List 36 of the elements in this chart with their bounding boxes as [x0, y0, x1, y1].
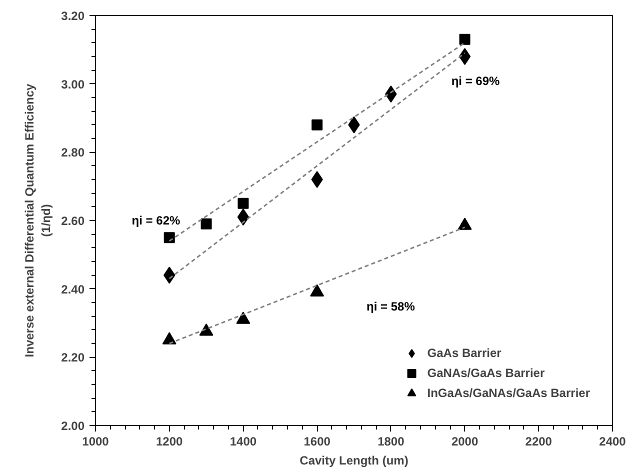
x-tick-label: 2400 — [599, 434, 626, 448]
y-tick-label: 3.20 — [61, 9, 85, 23]
x-tick-label: 1400 — [230, 434, 257, 448]
y-axis-title: Inverse external Differential Quantum Efficiency (1/ηd) — [22, 83, 54, 358]
x-axis-title: Cavity Length (um) — [300, 454, 408, 468]
point — [200, 218, 212, 230]
point — [458, 48, 471, 65]
x-tick-label: 2000 — [451, 434, 478, 448]
y-tick-label: 2.60 — [61, 214, 85, 228]
point — [310, 284, 324, 297]
x-tick-label: 1000 — [82, 434, 110, 448]
legend-label: InGaAs/GaNAs/GaAs Barrier — [427, 386, 590, 400]
x-tick-label: 2200 — [525, 434, 552, 448]
point — [312, 119, 323, 130]
point — [164, 232, 175, 244]
y-tick-label: 2.20 — [61, 350, 85, 365]
point — [459, 34, 470, 45]
point — [311, 171, 323, 188]
y-tick-label: 2.80 — [61, 146, 85, 160]
annotation: ηi = 58% — [366, 300, 416, 314]
x-tick-label: 1200 — [156, 434, 184, 448]
point — [199, 324, 214, 336]
y-tick-label: 2.40 — [61, 282, 85, 296]
point — [237, 208, 250, 226]
annotation: ηi = 69% — [451, 74, 500, 88]
y-tick-label: 2.00 — [61, 419, 85, 433]
x-tick-label: 1800 — [378, 434, 405, 448]
point — [458, 218, 472, 230]
y-tick-label: 3.00 — [61, 77, 85, 92]
x-tick-label: 1600 — [304, 434, 331, 448]
point — [236, 312, 250, 324]
legend-label: GaAs Barrier — [427, 346, 502, 360]
legend-label: GaNAs/GaAs Barrier — [427, 366, 545, 380]
point — [162, 332, 176, 344]
annotation: ηi = 62% — [132, 214, 180, 228]
point — [238, 198, 249, 209]
